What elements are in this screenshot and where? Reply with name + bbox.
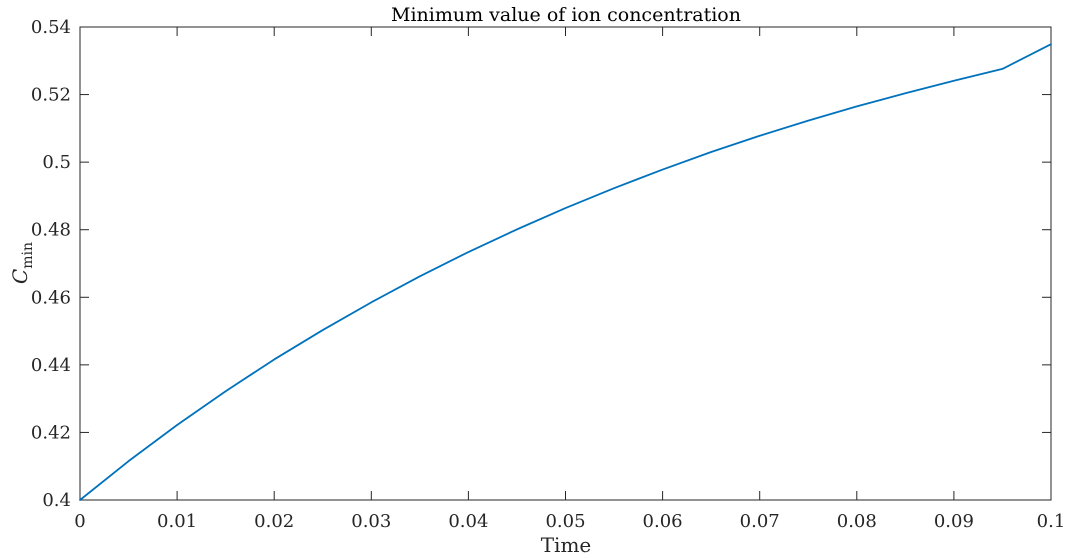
y-tick-label: 0.54 [31,17,71,38]
series-layer [79,43,1052,501]
y-tick-label: 0.42 [31,422,71,443]
x-tick-label: 0 [74,511,85,532]
y-tick-label: 0.48 [31,220,71,241]
series-line [79,43,1052,501]
x-tick-label: 0.03 [351,511,391,532]
x-tick-label: 0.05 [545,511,585,532]
ticks-layer [79,26,1052,501]
x-tick-label: 0.01 [157,511,197,532]
y-tick-label: 0.46 [31,287,71,308]
y-tick-label: 0.5 [42,152,71,173]
x-tick-label: 0.1 [1037,511,1066,532]
y-axis-label: Cmin [8,242,36,284]
y-tick-label: 0.44 [31,355,71,376]
y-tick-label: 0.4 [42,490,71,511]
y-axis-label-main: C [8,269,32,284]
x-tick-label: 0.02 [254,511,294,532]
x-axis-label: Time [541,533,592,557]
y-axis-label-subscript: min [20,242,36,269]
chart-title: Minimum value of ion concentration [391,4,741,26]
x-tick-label: 0.08 [837,511,877,532]
x-tick-label: 0.06 [643,511,683,532]
y-tick-label: 0.52 [31,85,71,106]
x-tick-label: 0.09 [934,511,974,532]
x-tick-label: 0.04 [448,511,488,532]
x-tick-label: 0.07 [740,511,780,532]
plot-area-frame [79,26,1052,501]
tick-labels-layer: 0 0.01 0.02 0.03 0.04 0.05 0.06 0.07 0.08 0.09 0.1… [31,17,1065,532]
